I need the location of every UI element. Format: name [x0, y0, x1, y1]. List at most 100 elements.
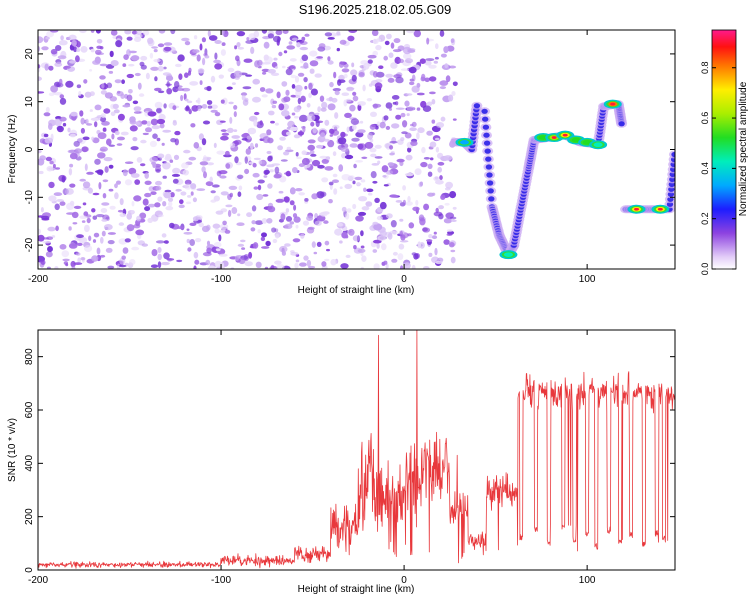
noise-blob — [212, 184, 220, 188]
noise-blob — [395, 76, 404, 84]
noise-blob — [140, 139, 147, 144]
noise-blob — [157, 196, 163, 202]
noise-blob — [84, 224, 90, 233]
noise-blob — [438, 213, 444, 220]
noise-blob — [352, 91, 357, 96]
noise-blob — [190, 183, 197, 190]
noise-blob — [90, 30, 95, 33]
noise-blob — [109, 50, 114, 58]
noise-blob — [420, 161, 428, 168]
noise-blob — [314, 112, 320, 116]
noise-blob — [340, 131, 346, 138]
y-tick-label: 0 — [24, 146, 35, 152]
noise-blob — [416, 107, 421, 111]
x-tick-label: -200 — [28, 575, 48, 586]
noise-blob — [282, 65, 286, 69]
noise-blob — [450, 249, 456, 253]
y-tick-label: -20 — [24, 237, 35, 252]
noise-blob — [291, 84, 296, 89]
noise-blob — [412, 206, 420, 212]
noise-blob — [59, 201, 66, 206]
noise-blob — [99, 63, 108, 67]
noise-blob — [258, 160, 263, 165]
y-tick-label: -10 — [24, 190, 35, 205]
noise-blob — [339, 186, 343, 189]
noise-blob — [144, 192, 152, 198]
noise-blob — [386, 33, 392, 40]
noise-blob — [261, 94, 268, 98]
noise-blob — [259, 120, 263, 126]
hot-spot-core — [571, 137, 581, 143]
noise-blob — [195, 238, 202, 243]
noise-blob — [278, 190, 284, 194]
noise-blob — [82, 202, 87, 206]
noise-blob — [377, 235, 387, 241]
noise-blob — [375, 44, 382, 51]
noise-blob — [122, 104, 131, 108]
noise-blob — [253, 186, 259, 190]
noise-blob — [133, 106, 142, 112]
noise-blob — [271, 227, 277, 233]
noise-blob — [399, 230, 403, 238]
noise-blob — [51, 235, 56, 238]
noise-blob — [316, 144, 324, 149]
noise-blob — [131, 200, 135, 207]
noise-blob — [92, 215, 98, 220]
noise-blob — [344, 235, 349, 239]
noise-blob — [97, 152, 106, 159]
noise-blob — [277, 36, 281, 43]
noise-blob — [234, 255, 240, 261]
noise-blob — [323, 220, 329, 224]
noise-blob — [134, 72, 141, 77]
noise-blob — [206, 100, 213, 105]
noise-blob — [437, 152, 444, 159]
noise-blob — [48, 65, 54, 71]
noise-blob — [373, 223, 383, 231]
noise-blob — [272, 100, 278, 105]
noise-blob — [95, 52, 105, 56]
noise-blob — [61, 175, 66, 183]
noise-blob — [116, 143, 123, 146]
noise-blob — [348, 30, 358, 33]
noise-blob — [404, 172, 414, 177]
noise-blob — [184, 183, 192, 190]
noise-blob — [153, 58, 161, 63]
noise-blob — [199, 43, 203, 51]
noise-blob — [297, 131, 305, 136]
noise-blob — [292, 167, 298, 174]
x-tick-label: -200 — [28, 274, 48, 285]
noise-blob — [294, 115, 299, 119]
noise-blob — [400, 68, 409, 71]
noise-blob — [67, 127, 71, 133]
noise-blob — [189, 222, 197, 226]
noise-blob — [301, 150, 307, 155]
noise-blob — [83, 211, 89, 217]
x-tick-label: 100 — [579, 274, 596, 285]
noise-blob — [142, 30, 150, 36]
noise-blob — [178, 204, 185, 209]
noise-blob — [68, 226, 72, 231]
snr-axes: -200 -100 0 100 0 200 400 600 800 — [24, 330, 675, 586]
noise-blob — [340, 263, 349, 269]
noise-blob — [154, 76, 158, 82]
noise-blob — [292, 213, 298, 218]
noise-blob — [279, 136, 286, 141]
noise-blob — [186, 100, 193, 104]
noise-blob — [220, 135, 229, 141]
noise-blob — [237, 174, 244, 179]
spectrogram-marks — [38, 30, 675, 269]
noise-blob — [231, 207, 238, 214]
noise-blob — [210, 109, 218, 113]
noise-blob — [90, 48, 95, 53]
noise-blob — [280, 213, 286, 221]
noise-blob — [293, 134, 301, 139]
noise-blob — [53, 192, 63, 197]
noise-blob — [450, 256, 456, 264]
noise-blob — [434, 247, 438, 256]
noise-blob — [440, 194, 446, 200]
noise-blob — [210, 75, 216, 83]
noise-blob — [214, 228, 220, 234]
noise-blob — [76, 242, 83, 246]
noise-blob — [376, 243, 380, 249]
noise-blob — [68, 34, 77, 41]
